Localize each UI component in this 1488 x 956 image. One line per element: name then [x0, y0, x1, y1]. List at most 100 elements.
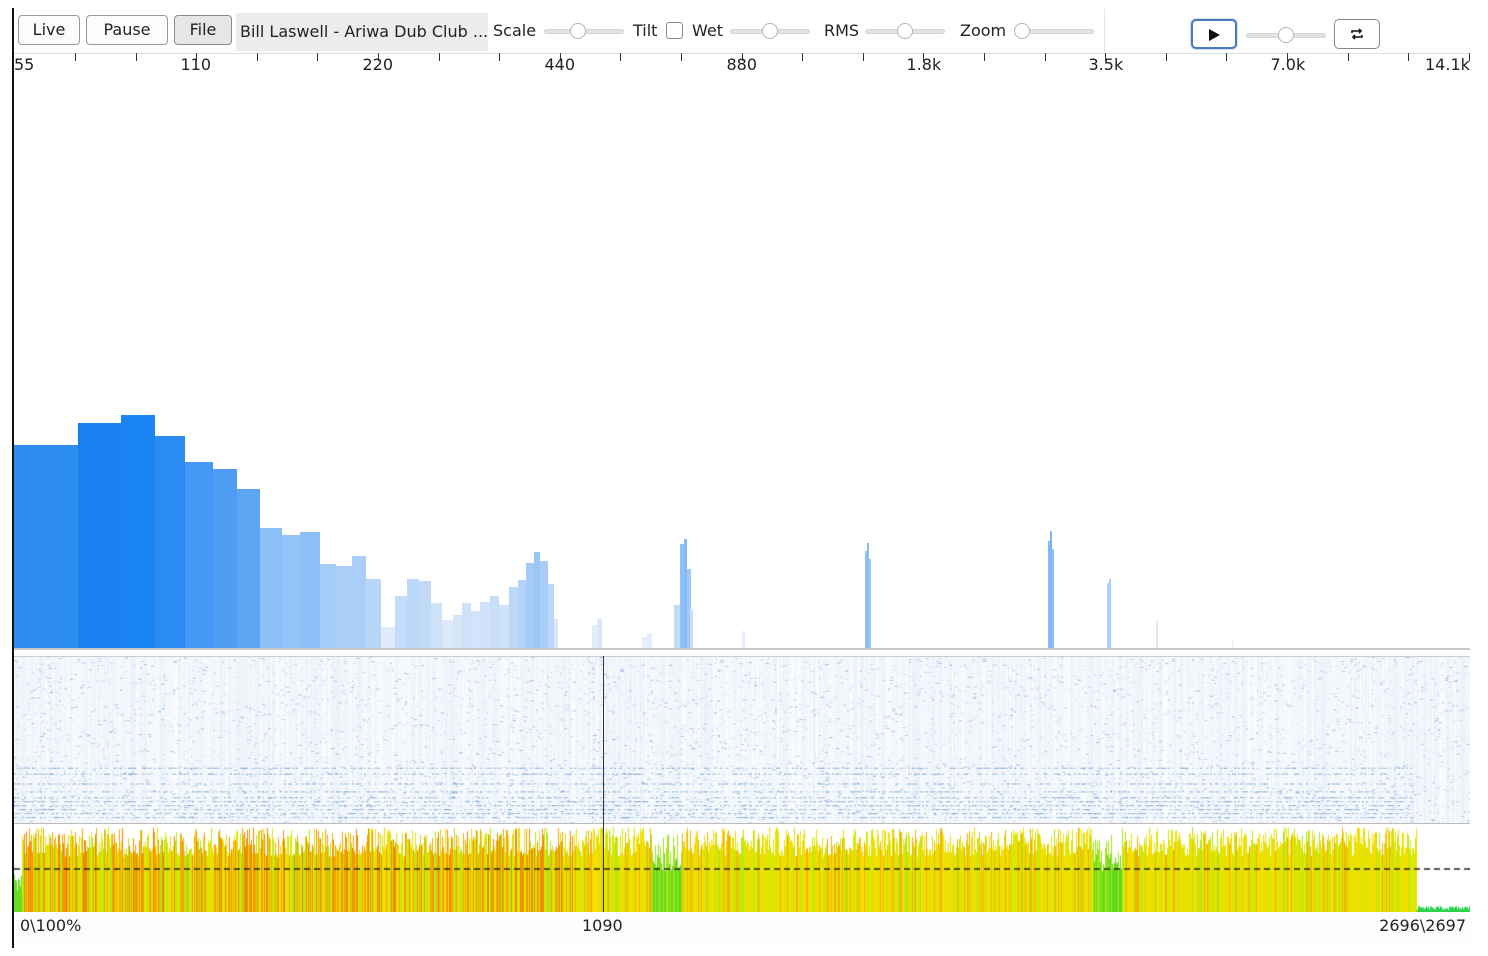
loop-button[interactable]	[1334, 19, 1380, 49]
zoom-label: Zoom	[960, 21, 1007, 40]
spectrum-bar	[419, 581, 431, 649]
spectrum-bar	[336, 566, 352, 649]
freq-label: 7.0k	[1270, 55, 1306, 74]
spectrum-bar	[680, 544, 684, 649]
scale-label: Scale	[493, 21, 537, 40]
time-axis: 0\100% 1090 2696\2697	[14, 912, 1470, 946]
spectrum-bar	[407, 579, 419, 649]
rms-label: RMS	[824, 21, 860, 40]
freq-tick	[1469, 53, 1470, 61]
rms-slider-knob[interactable]	[897, 23, 913, 39]
play-icon	[1209, 29, 1220, 41]
live-button[interactable]: Live	[18, 15, 80, 45]
spectrum-bar	[597, 619, 602, 649]
playback-slider[interactable]	[1246, 25, 1326, 45]
loop-icon	[1351, 28, 1363, 40]
playhead-cursor[interactable]	[603, 656, 604, 912]
freq-tick	[1105, 53, 1106, 61]
spectrum-bar	[867, 543, 869, 649]
freq-tick	[802, 53, 803, 61]
freq-tick	[439, 53, 440, 61]
spectrum-bar	[442, 620, 453, 649]
time-mid-label: 1090	[582, 916, 623, 935]
zoom-slider[interactable]	[1014, 21, 1094, 41]
toolbar: Live Pause File Bill Laswell - Ariwa Dub…	[14, 9, 1470, 54]
time-start-label: 0\100%	[20, 916, 82, 935]
spectrum-bar	[237, 489, 260, 649]
spectrum-bar	[471, 611, 480, 649]
zoom-slider-knob[interactable]	[1014, 23, 1030, 39]
freq-tick	[923, 53, 924, 61]
freq-tick	[75, 53, 76, 61]
spectrum-bar	[548, 584, 554, 649]
freq-tick	[1045, 53, 1046, 61]
spectrum-bar	[260, 528, 282, 649]
rms-slider[interactable]	[865, 21, 945, 41]
spectrum-bar	[121, 415, 155, 649]
panel-divider	[14, 648, 1470, 650]
scale-slider[interactable]	[544, 21, 624, 41]
freq-tick	[1166, 53, 1167, 61]
freq-tick	[681, 53, 682, 61]
freq-label: 1.8k	[906, 55, 942, 74]
spectrum-bar	[462, 603, 471, 649]
freq-tick	[196, 53, 197, 61]
freq-tick	[378, 53, 379, 61]
spectrum-bar	[300, 532, 320, 649]
tilt-checkbox[interactable]	[666, 22, 683, 39]
spectrum-bar	[742, 631, 745, 649]
tilt-label: Tilt	[633, 21, 658, 40]
playback-slider-knob[interactable]	[1278, 27, 1294, 43]
spectrum-bar	[213, 469, 237, 649]
spectrum-bar	[674, 605, 680, 649]
wet-label: Wet	[692, 21, 723, 40]
spectrum-bar	[684, 539, 687, 649]
scale-slider-knob[interactable]	[569, 23, 586, 39]
freq-tick	[1287, 53, 1288, 61]
wet-slider-knob[interactable]	[762, 23, 778, 39]
freq-tick	[1226, 53, 1227, 61]
spectrum-bar	[534, 552, 540, 649]
spectrum-bar	[1156, 621, 1158, 649]
spectrum-bar	[642, 637, 648, 649]
window-left-border	[12, 8, 14, 948]
freq-tick	[499, 53, 500, 61]
spectrum-bar	[540, 561, 548, 649]
wet-slider[interactable]	[730, 21, 810, 41]
play-button[interactable]	[1191, 19, 1237, 49]
file-button[interactable]: File	[174, 15, 232, 45]
freq-label: 880	[726, 55, 758, 74]
spectrum-bar	[185, 462, 213, 649]
spectrum-bar	[687, 569, 691, 649]
spectrum-bar	[366, 579, 381, 649]
freq-tick	[742, 53, 743, 61]
toolbar-separator	[1104, 9, 1105, 53]
spectrum-bar	[509, 587, 518, 649]
spectrum-bar	[155, 436, 185, 649]
freq-tick	[1408, 53, 1409, 61]
spectrum-bar	[526, 563, 534, 649]
spectrum-bar	[1107, 583, 1109, 649]
spectrum-bar	[282, 535, 300, 649]
freq-label: 220	[362, 55, 394, 74]
freq-label: 440	[544, 55, 576, 74]
track-title: Bill Laswell - Ariwa Dub Club ...	[236, 13, 488, 51]
pause-button[interactable]: Pause	[86, 15, 168, 45]
spectrum-bar	[14, 445, 78, 649]
spectrum-bar	[554, 619, 558, 649]
freq-tick	[560, 53, 561, 61]
loudness-meter	[14, 826, 1470, 912]
spectrum-bar	[453, 615, 462, 649]
spectrum-bar	[869, 559, 871, 649]
spectrum-bar	[431, 603, 442, 649]
spectrum-bar	[690, 609, 693, 649]
frequency-scale: 55 110 220 440 880 1.8k 3.5k 7.0k 14.1k	[14, 53, 1470, 77]
spectrum-bar	[592, 625, 598, 649]
spectrum-bar	[1048, 541, 1050, 649]
spectrogram	[14, 656, 1470, 824]
spectrum-bar	[499, 605, 509, 649]
spectrum-bar	[1109, 579, 1111, 649]
spectrum-bar	[865, 551, 867, 649]
freq-tick	[863, 53, 864, 61]
freq-label: 55	[14, 55, 35, 74]
